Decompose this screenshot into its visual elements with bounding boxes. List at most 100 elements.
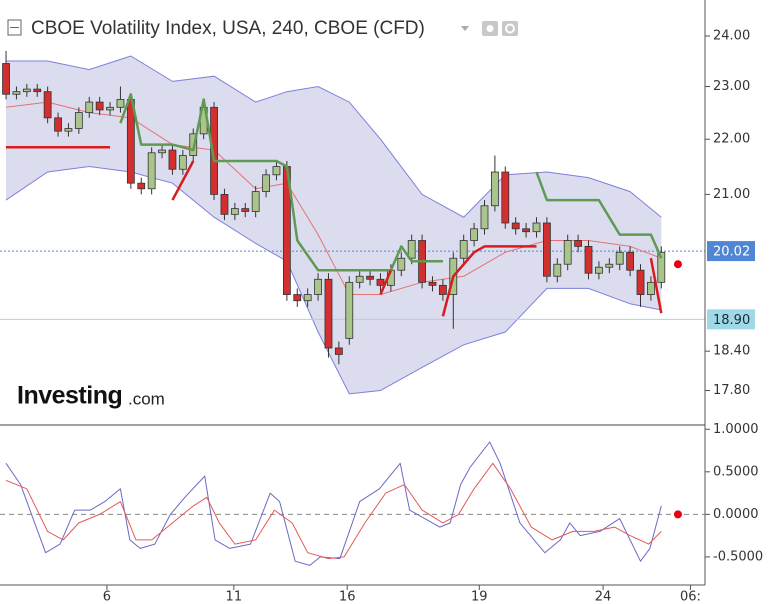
candle-body	[230, 208, 239, 215]
candle-body	[626, 251, 635, 271]
candle-body	[480, 205, 489, 230]
candle-body	[314, 278, 322, 295]
candle-body	[303, 294, 312, 302]
candle-body	[647, 281, 655, 295]
candle-body	[543, 222, 551, 277]
candle-body	[584, 245, 593, 274]
candle-body	[43, 91, 52, 119]
band-fill	[6, 56, 662, 394]
candle-body	[220, 194, 229, 215]
y-tick-label: 23.00	[713, 79, 750, 94]
x-tick-label: 6	[103, 590, 111, 604]
candle-body	[345, 281, 354, 339]
y-tick-label: -0.5000	[713, 549, 763, 564]
candle-body	[376, 278, 385, 286]
y-tick-label: 18.40	[713, 344, 750, 359]
candle-body	[522, 228, 530, 233]
y-tick-label: 21.00	[713, 187, 750, 202]
band-layer	[0, 55, 705, 395]
settings-icon[interactable]	[502, 21, 518, 36]
main-layer	[2, 50, 682, 365]
candle-body	[334, 347, 343, 355]
y-tick-label: 0.0000	[713, 507, 759, 522]
x-tick-label: 19	[471, 590, 488, 604]
x-tick-label: 16	[339, 590, 356, 604]
eye-icon-pupil	[486, 25, 494, 32]
y-tick-label: 17.80	[713, 383, 750, 398]
candle-body	[137, 182, 146, 190]
candle-body	[428, 281, 437, 286]
price-label: 18.90	[713, 313, 750, 328]
candle-body	[407, 240, 416, 259]
trend-down-line	[379, 269, 393, 295]
candle-body	[2, 63, 10, 95]
trend-down-line	[649, 257, 663, 314]
dropdown-caret[interactable]	[461, 26, 469, 31]
last-marker	[673, 260, 682, 269]
oscillator-line	[5, 462, 662, 560]
trend-up-line	[119, 93, 443, 272]
chart-title: CBOE Volatility Index, USA, 240, CBOE (C…	[31, 18, 425, 39]
trend-down-line	[441, 245, 537, 317]
y-tick-label: 22.00	[713, 132, 750, 147]
candle-body	[241, 208, 250, 212]
candle-body	[147, 152, 156, 190]
candle-body	[490, 171, 499, 207]
candle-body	[657, 251, 666, 283]
x-tick-label: 11	[226, 590, 243, 604]
trend-up-line	[535, 171, 663, 259]
candle-body	[272, 166, 281, 176]
candle-body	[95, 101, 104, 111]
candle-body	[324, 278, 333, 349]
candle-body	[251, 191, 260, 212]
candle-body	[178, 155, 187, 170]
price-label-box	[707, 241, 755, 262]
candle-body	[355, 275, 364, 283]
candle-body	[574, 240, 583, 247]
band-lower	[5, 165, 662, 395]
oscillator-line	[5, 441, 662, 566]
candle-body	[366, 275, 374, 280]
last-marker	[673, 510, 682, 519]
price-label-box	[707, 309, 755, 330]
logo-brand: Investing	[17, 382, 122, 410]
logo-suffix: .com	[128, 389, 165, 408]
candle-body	[106, 106, 114, 111]
candle-body	[532, 222, 541, 233]
candle-body	[636, 269, 645, 295]
candle-body	[12, 91, 21, 95]
x-tick-label: 06:	[680, 590, 701, 604]
candle-body	[438, 284, 447, 295]
candle-body	[64, 128, 73, 132]
candle-body	[615, 251, 624, 265]
candle-body	[22, 88, 31, 93]
candle-body	[563, 240, 572, 265]
candle-body	[158, 149, 166, 154]
band-upper	[6, 55, 662, 218]
candle-body	[595, 266, 603, 274]
trend-down-line	[171, 160, 195, 201]
candle-body	[85, 101, 94, 113]
candle-body	[262, 174, 270, 192]
candle-body	[511, 222, 520, 230]
candle-body	[397, 257, 406, 271]
y-tick-label: 1.0000	[713, 422, 759, 437]
settings-icon-gear	[505, 23, 515, 34]
candle-body	[293, 294, 302, 302]
price-label: 20.02	[713, 245, 750, 260]
y-tick-label: 24.00	[713, 29, 750, 44]
candle-body	[553, 263, 562, 277]
candle-body	[168, 149, 177, 170]
candle-body	[54, 117, 62, 132]
candle-body	[74, 112, 83, 129]
candle-body	[501, 171, 510, 224]
candle-body	[470, 228, 478, 241]
candle-body	[33, 88, 42, 93]
candle-body	[459, 240, 468, 259]
x-tick-label: 24	[595, 590, 612, 604]
candle-body	[210, 106, 218, 195]
candle-body	[605, 263, 614, 268]
y-tick-label: 0.5000	[713, 464, 759, 479]
